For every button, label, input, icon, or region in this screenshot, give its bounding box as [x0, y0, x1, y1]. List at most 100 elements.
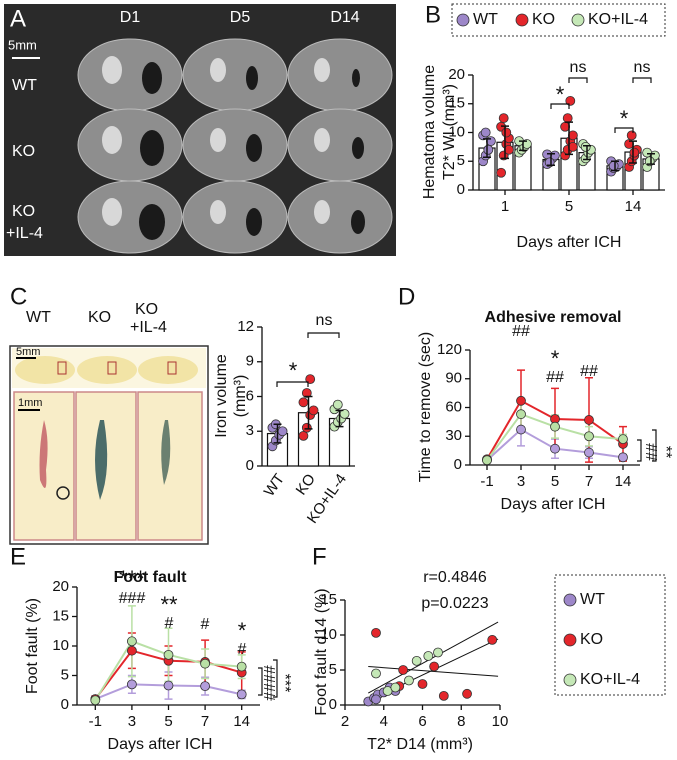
- point: [126, 679, 137, 690]
- x-tick-label: 5: [551, 473, 559, 490]
- annotation: #: [238, 641, 247, 658]
- annotation: ##: [546, 369, 564, 386]
- point: [417, 679, 428, 689]
- legend-label: WT: [473, 11, 498, 28]
- y-tick-label: 0: [61, 696, 69, 713]
- column-label: D5: [230, 9, 251, 26]
- y-tick-label: 0: [457, 181, 465, 198]
- x-tick-label: 14: [615, 473, 632, 490]
- group-label: WT: [26, 309, 51, 326]
- legend-label: KO+IL-4: [588, 11, 648, 28]
- point: [618, 434, 628, 445]
- y-tick-label: 5: [329, 661, 337, 678]
- column-label: D14: [330, 9, 359, 26]
- point: [404, 675, 414, 686]
- point: [163, 680, 174, 691]
- point: [584, 431, 594, 442]
- y-axis-label: Foot fault (%): [24, 598, 41, 694]
- y-tick-label: 6: [246, 387, 254, 404]
- y-tick-label: 5: [61, 666, 69, 683]
- row-label: +IL-4: [6, 225, 43, 242]
- point: [608, 160, 619, 171]
- error-bar: [547, 153, 555, 167]
- panel-letter: D: [398, 283, 415, 310]
- legend-box: [554, 574, 666, 696]
- point: [200, 681, 211, 692]
- legend-label: KO: [532, 11, 555, 28]
- side-annotation: ####: [260, 665, 277, 701]
- point: [371, 668, 381, 679]
- scale-label: 5mm: [16, 346, 40, 358]
- y-tick-label: 15: [52, 607, 69, 624]
- y-tick-label: 5: [457, 152, 465, 169]
- y-tick-label: 15: [320, 591, 337, 608]
- side-annotation: ***: [276, 674, 293, 693]
- panel-letter: C: [10, 283, 27, 310]
- error-bar: [583, 144, 591, 161]
- point: [584, 415, 594, 425]
- annotation: *: [620, 106, 629, 131]
- sig-bracket: [652, 429, 657, 462]
- row-label: WT: [12, 77, 37, 94]
- x-axis-label: Days after ICH: [517, 234, 622, 251]
- error-bar: [629, 140, 637, 164]
- x-tick-label: 5: [565, 198, 573, 215]
- y-axis-label: (mm³): [232, 375, 249, 418]
- point: [438, 691, 449, 701]
- x-tick-label: 5: [164, 713, 172, 730]
- scale-label: 1mm: [18, 397, 42, 409]
- y-tick-label: 120: [437, 341, 462, 358]
- point: [332, 399, 343, 410]
- sig-bracket: [258, 667, 263, 696]
- y-tick-label: 9: [246, 353, 254, 370]
- x-tick-label: 10: [492, 713, 509, 730]
- annotation: #: [165, 615, 174, 632]
- point: [433, 647, 443, 658]
- error-bar: [501, 125, 509, 160]
- annotation: *: [551, 346, 560, 371]
- annotation: ns: [634, 59, 651, 76]
- annotation: ***: [119, 566, 145, 591]
- group-label: KO: [135, 301, 158, 318]
- point: [618, 452, 628, 463]
- point: [480, 127, 491, 138]
- annotation: ns: [316, 312, 333, 329]
- annotation: p=0.0223: [421, 595, 488, 612]
- point: [200, 658, 211, 669]
- row-label: KO: [12, 143, 35, 160]
- point: [277, 426, 288, 437]
- sig-bracket: [637, 439, 642, 462]
- y-tick-label: 20: [448, 66, 465, 83]
- annotation: *: [238, 618, 247, 643]
- scale-label: 5mm: [8, 37, 37, 52]
- y-axis-label: Time to remove (sec): [417, 332, 434, 483]
- point: [498, 113, 509, 124]
- y-tick-label: 0: [329, 696, 337, 713]
- x-tick-label: 14: [625, 198, 642, 215]
- point: [411, 656, 422, 666]
- point: [90, 695, 101, 706]
- point: [496, 167, 507, 178]
- error-bar: [647, 153, 655, 165]
- sig-bracket: [273, 659, 278, 698]
- x-tick-label: 3: [517, 473, 525, 490]
- x-tick-label: 6: [418, 713, 426, 730]
- point: [298, 430, 309, 441]
- annotation: **: [160, 592, 178, 617]
- legend-label: WT: [580, 591, 605, 608]
- y-tick-label: 60: [445, 398, 462, 415]
- error-bar: [483, 138, 491, 158]
- y-tick-label: 12: [237, 318, 254, 335]
- annotation: ##: [512, 323, 530, 340]
- sig-bracket: [276, 381, 309, 387]
- point: [305, 374, 316, 385]
- mri-panel: A D1 D5 D14 5mm WT KO KO +IL-4: [4, 4, 396, 256]
- point: [423, 651, 434, 661]
- x-tick-label: 7: [585, 473, 593, 490]
- annotation: ns: [570, 59, 587, 76]
- error-bar: [273, 423, 282, 444]
- fit-line: [368, 621, 499, 694]
- x-tick-label: 1: [501, 198, 509, 215]
- annotation: r=0.4846: [423, 569, 487, 586]
